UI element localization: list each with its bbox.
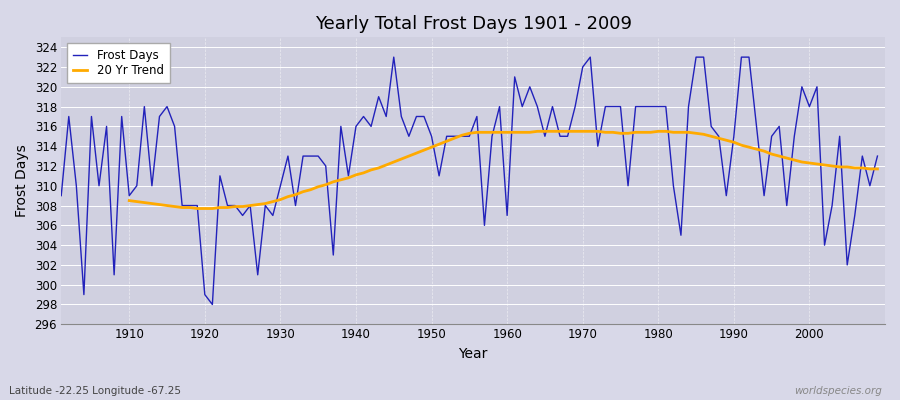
Frost Days [608, 104, 618, 109]
Frost Days [116, 114, 127, 119]
20 Yr Trend [872, 166, 883, 171]
20 Yr Trend [275, 197, 286, 202]
Frost Days [872, 154, 883, 158]
20 Yr Trend [517, 130, 527, 135]
20 Yr Trend [827, 164, 838, 168]
Frost Days [517, 104, 527, 109]
Line: Frost Days: Frost Days [61, 57, 878, 304]
X-axis label: Year: Year [458, 347, 488, 361]
Frost Days [56, 193, 67, 198]
Title: Yearly Total Frost Days 1901 - 2009: Yearly Total Frost Days 1901 - 2009 [315, 15, 632, 33]
Frost Days [389, 55, 400, 60]
Frost Days [207, 302, 218, 307]
Y-axis label: Frost Days: Frost Days [15, 144, 29, 217]
Frost Days [336, 124, 346, 129]
Text: worldspecies.org: worldspecies.org [794, 386, 882, 396]
Line: 20 Yr Trend: 20 Yr Trend [130, 131, 878, 208]
Frost Days [290, 203, 301, 208]
Legend: Frost Days, 20 Yr Trend: Frost Days, 20 Yr Trend [68, 43, 169, 84]
20 Yr Trend [532, 129, 543, 134]
Frost Days [509, 74, 520, 79]
20 Yr Trend [585, 129, 596, 134]
20 Yr Trend [850, 166, 860, 170]
20 Yr Trend [305, 187, 316, 192]
20 Yr Trend [192, 206, 202, 211]
20 Yr Trend [124, 198, 135, 203]
Text: Latitude -22.25 Longitude -67.25: Latitude -22.25 Longitude -67.25 [9, 386, 181, 396]
